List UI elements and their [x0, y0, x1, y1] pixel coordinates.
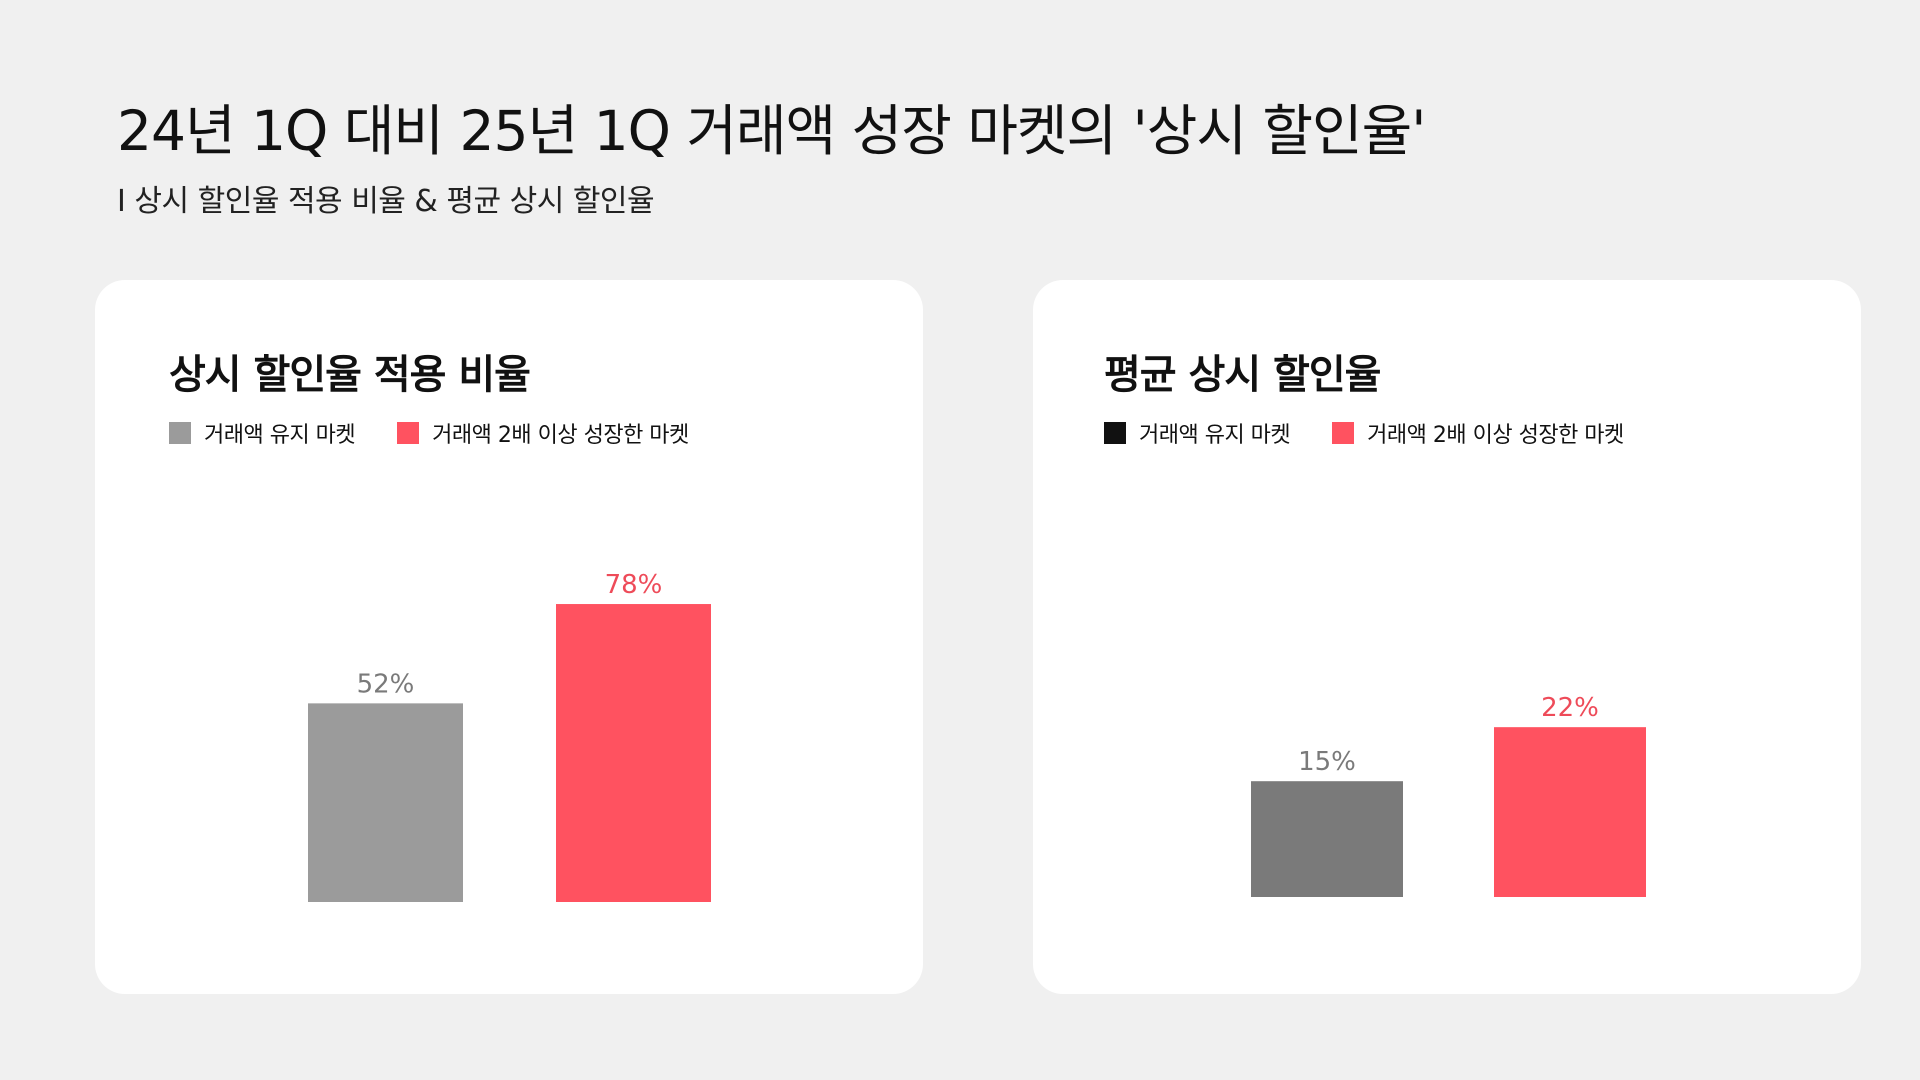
legend-label-maintained: 거래액 유지 마켓 [1139, 423, 1291, 448]
bar-chart: 52% 78% [308, 570, 711, 902]
chart-legend: 거래액 유지 마켓 거래액 2배 이상 성장한 마켓 [1104, 417, 1624, 449]
legend-item-doubled: 거래액 2배 이상 성장한 마켓 [397, 417, 689, 449]
legend-swatch-doubled [397, 422, 420, 444]
legend-swatch-maintained [169, 422, 191, 444]
legend-swatch-doubled [1332, 422, 1355, 444]
bar-doubled [556, 604, 711, 902]
legend-swatch-maintained [1104, 422, 1126, 444]
bar-maintained [308, 703, 463, 902]
page-title: 24년 1Q 대비 25년 1Q 거래액 성장 마켓의 '상시 할인율' [117, 99, 1426, 163]
legend-item-doubled: 거래액 2배 이상 성장한 마켓 [1332, 417, 1624, 449]
data-label-doubled: 22% [1541, 693, 1599, 723]
chart-card-average-discount-rate: 평균 상시 할인율 거래액 유지 마켓 거래액 2배 이상 성장한 마켓 15%… [1033, 280, 1861, 994]
legend-item-maintained: 거래액 유지 마켓 [1104, 417, 1291, 449]
legend-item-maintained: 거래액 유지 마켓 [169, 417, 356, 449]
chart-card-discount-application-rate: 상시 할인율 적용 비율 거래액 유지 마켓 거래액 2배 이상 성장한 마켓 … [95, 280, 923, 994]
data-label-maintained: 52% [357, 669, 415, 699]
chart-legend: 거래액 유지 마켓 거래액 2배 이상 성장한 마켓 [169, 417, 689, 449]
chart-title: 평균 상시 할인율 [1104, 352, 1381, 398]
data-label-maintained: 15% [1298, 747, 1356, 777]
legend-label-doubled: 거래액 2배 이상 성장한 마켓 [432, 423, 689, 448]
bar-maintained [1251, 781, 1403, 897]
legend-label-maintained: 거래액 유지 마켓 [204, 423, 356, 448]
chart-title: 상시 할인율 적용 비율 [169, 352, 531, 398]
bar-doubled [1494, 727, 1646, 897]
page-subtitle: I 상시 할인율 적용 비율 & 평균 상시 할인율 [117, 184, 655, 219]
data-label-doubled: 78% [605, 570, 663, 600]
bar-chart: 15% 22% [1251, 693, 1646, 897]
legend-label-doubled: 거래액 2배 이상 성장한 마켓 [1367, 423, 1624, 448]
